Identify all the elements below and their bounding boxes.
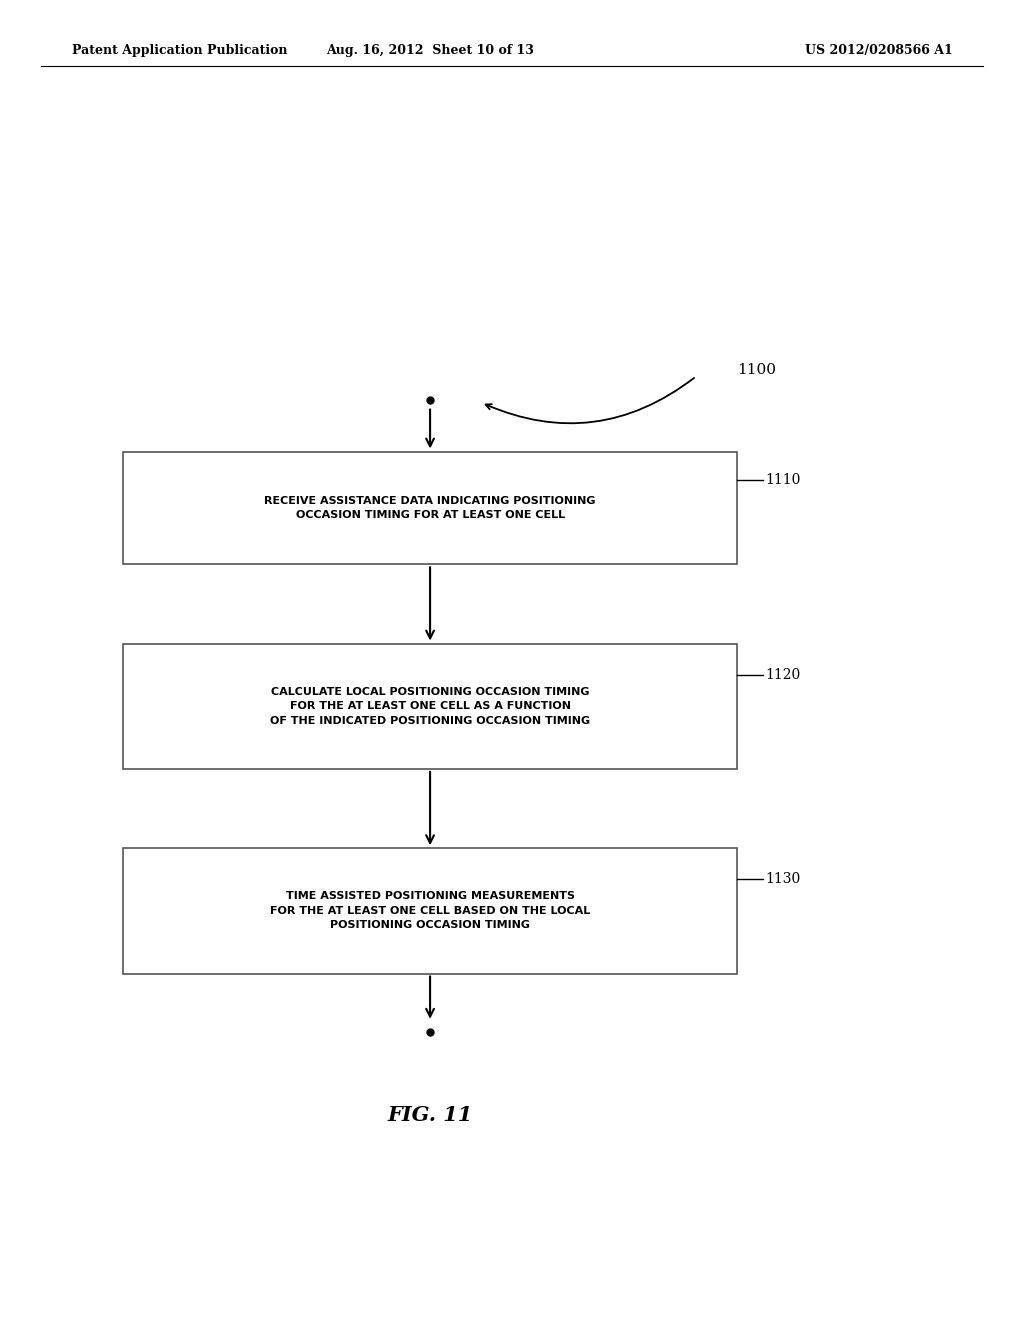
Text: Patent Application Publication: Patent Application Publication (72, 44, 287, 57)
Text: TIME ASSISTED POSITIONING MEASUREMENTS
FOR THE AT LEAST ONE CELL BASED ON THE LO: TIME ASSISTED POSITIONING MEASUREMENTS F… (270, 891, 590, 931)
Text: Aug. 16, 2012  Sheet 10 of 13: Aug. 16, 2012 Sheet 10 of 13 (326, 44, 535, 57)
Text: 1100: 1100 (737, 363, 776, 376)
Text: CALCULATE LOCAL POSITIONING OCCASION TIMING
FOR THE AT LEAST ONE CELL AS A FUNCT: CALCULATE LOCAL POSITIONING OCCASION TIM… (270, 686, 590, 726)
Text: US 2012/0208566 A1: US 2012/0208566 A1 (805, 44, 952, 57)
Text: 1130: 1130 (765, 873, 800, 887)
Text: FIG. 11: FIG. 11 (387, 1105, 473, 1126)
Text: 1110: 1110 (765, 473, 801, 487)
Text: 1120: 1120 (765, 668, 800, 682)
Text: RECEIVE ASSISTANCE DATA INDICATING POSITIONING
OCCASION TIMING FOR AT LEAST ONE : RECEIVE ASSISTANCE DATA INDICATING POSIT… (264, 496, 596, 520)
Bar (123, 644, 737, 768)
Bar (123, 847, 737, 974)
Bar (123, 451, 737, 565)
